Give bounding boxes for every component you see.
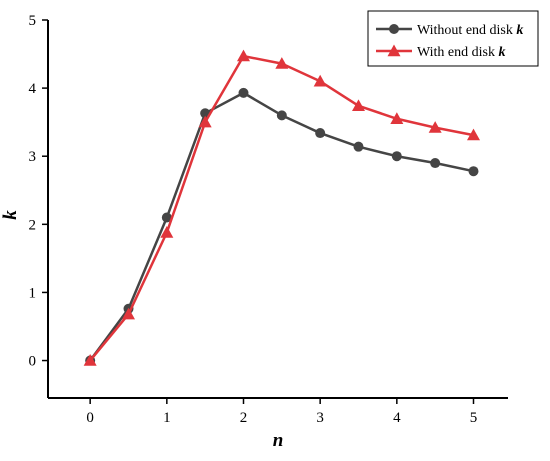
data-point bbox=[353, 141, 364, 152]
y-tick-label: 3 bbox=[29, 149, 37, 165]
series-layer bbox=[83, 49, 480, 366]
data-point bbox=[237, 49, 250, 62]
y-tick-label: 4 bbox=[29, 81, 37, 97]
data-point bbox=[315, 128, 326, 139]
data-point bbox=[390, 112, 404, 124]
series-with-end-disk bbox=[83, 49, 480, 366]
y-tick-label: 2 bbox=[29, 217, 37, 233]
legend-symbol: k bbox=[498, 45, 505, 60]
legend-box bbox=[367, 10, 539, 67]
series-without-end-disk bbox=[85, 87, 479, 366]
data-point bbox=[161, 212, 172, 223]
series-line bbox=[89, 54, 474, 362]
data-point bbox=[275, 57, 289, 69]
data-point bbox=[428, 121, 442, 133]
data-point bbox=[160, 225, 174, 238]
legend-label: Without end disk k bbox=[417, 23, 523, 38]
data-point bbox=[313, 74, 327, 87]
legend-label: With end disk k bbox=[417, 45, 505, 60]
y-axis-label: k bbox=[0, 210, 21, 220]
x-tick-label: 0 bbox=[86, 410, 94, 426]
x-tick-label: 2 bbox=[240, 410, 248, 426]
y-tick-label: 0 bbox=[29, 354, 37, 370]
x-tick-label: 4 bbox=[393, 410, 401, 426]
data-point bbox=[352, 99, 365, 112]
data-point bbox=[467, 128, 480, 141]
data-point bbox=[198, 115, 212, 128]
x-tick-label: 1 bbox=[163, 410, 171, 426]
legend-marker bbox=[389, 24, 399, 34]
data-point bbox=[430, 158, 441, 169]
data-point bbox=[276, 110, 287, 121]
y-tick-label: 1 bbox=[29, 285, 37, 301]
legend-marker bbox=[387, 44, 401, 57]
legend-symbol: k bbox=[516, 23, 523, 38]
series-line bbox=[89, 91, 474, 362]
y-tick-label: 5 bbox=[29, 13, 37, 29]
x-tick-label: 3 bbox=[316, 410, 324, 426]
data-point bbox=[391, 151, 402, 162]
data-point bbox=[238, 87, 249, 98]
x-axis-label: n bbox=[273, 430, 284, 451]
data-point bbox=[468, 166, 479, 177]
legend: Without end disk k With end disk k bbox=[367, 10, 539, 67]
axes: 0 1 2 3 4 5 0 1 2 3 4 5 bbox=[29, 13, 508, 426]
x-tick-label: 5 bbox=[470, 410, 478, 426]
data-point bbox=[83, 354, 97, 366]
data-point bbox=[122, 307, 135, 320]
